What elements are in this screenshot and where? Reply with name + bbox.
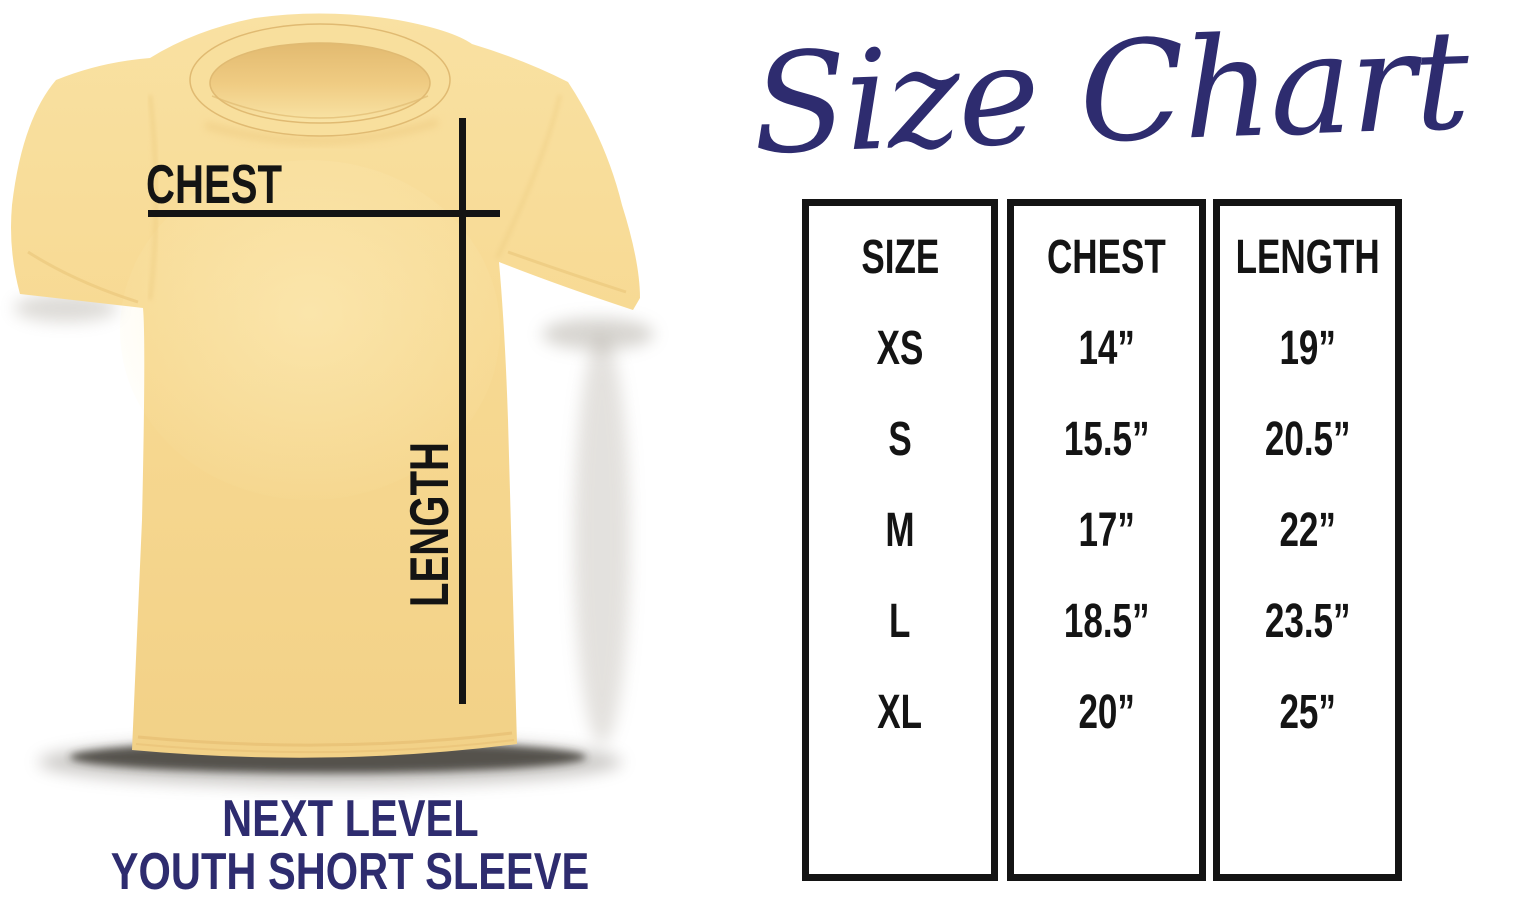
length-label: LENGTH [398, 437, 460, 607]
cell-text: XL [877, 686, 923, 739]
collar-seam [211, 95, 429, 119]
bottom-hem-seam [137, 731, 513, 747]
cell-text: LENGTH [1235, 231, 1380, 284]
chest-column: CHEST 14” 15.5” 17” 18.5” 20” [1007, 199, 1206, 881]
chest-label: CHEST [146, 153, 332, 215]
cell-text: 15.5” [1063, 413, 1150, 466]
chest-measure-line [148, 210, 500, 217]
cell-text: CHEST [1047, 231, 1166, 284]
cell-text: M [885, 504, 915, 557]
cell-text: 22” [1279, 504, 1336, 557]
tshirt-photo [11, 13, 654, 786]
length-header-cell: LENGTH [1220, 212, 1395, 303]
table-cell: 25” [1220, 667, 1395, 758]
cell-text: 17” [1078, 504, 1135, 557]
collar-band [189, 23, 451, 137]
right-armhole-crease [495, 94, 562, 259]
neck-opening [210, 43, 430, 123]
chest-header-cell: CHEST [1014, 212, 1199, 303]
brand-caption: NEXT LEVEL YOUTH SHORT SLEEVE [30, 793, 670, 899]
under-collar-shadow [203, 118, 440, 145]
shadow-under-right-sleeve [542, 318, 654, 350]
table-cell: XS [809, 303, 991, 394]
table-cell: M [809, 485, 991, 576]
cell-text: 25” [1279, 686, 1336, 739]
cell-text: L [889, 595, 911, 648]
caption-line-1: NEXT LEVEL [221, 790, 479, 848]
table-cell: XL [809, 667, 991, 758]
cell-text: 20” [1078, 686, 1135, 739]
length-label-text: LENGTH [398, 441, 460, 607]
size-header-cell: SIZE [809, 212, 991, 303]
table-cell: S [809, 394, 991, 485]
cell-text: 18.5” [1063, 595, 1150, 648]
table-cell: 19” [1220, 303, 1395, 394]
chest-label-text: CHEST [146, 153, 283, 215]
cell-text: S [888, 413, 912, 466]
left-sleeve-hem-seam [27, 250, 139, 304]
cell-text: 19” [1279, 322, 1336, 375]
cell-text: XS [876, 322, 924, 375]
cell-text: 14” [1078, 322, 1135, 375]
right-sleeve-hem-seam [507, 250, 627, 294]
table-cell: 20.5” [1220, 394, 1395, 485]
cell-text: SIZE [861, 231, 939, 284]
size-column: SIZE XS S M L XL [802, 199, 998, 881]
shadow-right [574, 335, 630, 745]
length-measure-line [459, 118, 466, 704]
left-armhole-crease [148, 94, 158, 301]
bottom-hem-seam-2 [135, 739, 515, 754]
cell-text: 20.5” [1264, 413, 1351, 466]
table-cell: 14” [1014, 303, 1199, 394]
table-cell: 17” [1014, 485, 1199, 576]
table-cell: 20” [1014, 667, 1199, 758]
table-cell: 18.5” [1014, 576, 1199, 667]
table-cell: 23.5” [1220, 576, 1395, 667]
caption-line-2: YOUTH SHORT SLEEVE [110, 843, 590, 901]
length-column: LENGTH 19” 20.5” 22” 23.5” 25” [1213, 199, 1402, 881]
table-cell: 15.5” [1014, 394, 1199, 485]
size-chart-title: Size Chart [749, 0, 1471, 186]
table-cell: L [809, 576, 991, 667]
cell-text: 23.5” [1264, 595, 1351, 648]
table-cell: 22” [1220, 485, 1395, 576]
fabric-highlight [120, 160, 500, 500]
